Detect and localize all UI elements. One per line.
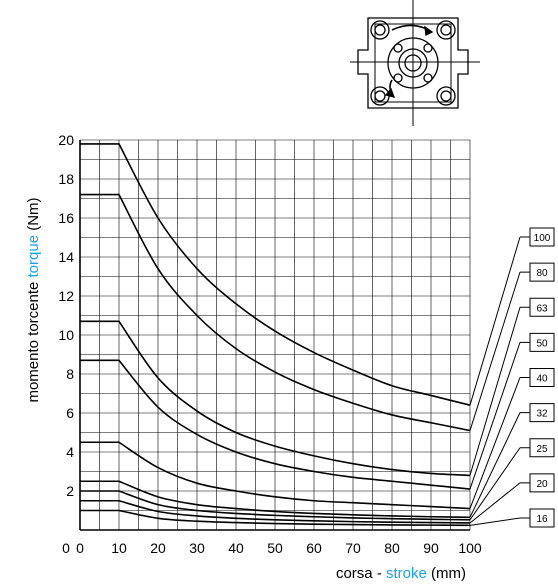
series-line-80 <box>80 193 471 432</box>
x-tick-label: 40 <box>228 540 244 556</box>
origin-tick-label: 0 <box>62 540 70 556</box>
bore-label-32: 32 <box>536 409 548 420</box>
x-tick-label: 90 <box>423 540 439 556</box>
x-tick-label: 80 <box>384 540 400 556</box>
x-tick-label: 50 <box>267 540 283 556</box>
bore-label-box-25 <box>529 438 555 458</box>
leader-line-100 <box>469 236 521 406</box>
series-line-50 <box>80 359 471 490</box>
x-tick-label: 0 <box>76 540 84 556</box>
leader-line-80 <box>469 271 521 431</box>
leader-line-63 <box>469 307 521 476</box>
y-axis-label: momento torcente torque (Nm) <box>25 197 42 402</box>
series-line-63 <box>80 320 471 477</box>
series-line-40 <box>80 441 471 510</box>
bore-label-40: 40 <box>536 374 548 385</box>
y-tick-label: 2 <box>66 483 74 499</box>
y-tick-label: 16 <box>58 210 74 226</box>
y-tick-label: 4 <box>66 444 74 460</box>
series-line-100 <box>80 143 471 406</box>
chart-grid <box>79 139 471 531</box>
bore-label-16: 16 <box>536 514 548 525</box>
y-tick-label: 20 <box>58 132 74 148</box>
x-tick-label: 20 <box>150 540 166 556</box>
leader-line-32 <box>469 412 521 518</box>
y-tick-label: 8 <box>66 366 74 382</box>
series-line-32 <box>80 480 471 519</box>
bore-label-box-100 <box>529 227 555 247</box>
bore-label-box-50 <box>529 332 555 352</box>
bore-label-63: 63 <box>536 303 548 314</box>
leader-line-50 <box>469 342 521 490</box>
y-tick-label: 10 <box>58 327 74 343</box>
x-tick-label: 70 <box>345 540 361 556</box>
x-tick-label: 60 <box>306 540 322 556</box>
bore-label-box-40 <box>529 368 555 387</box>
bore-label-box-20 <box>529 473 555 493</box>
series-line-20 <box>80 499 471 524</box>
series-lines <box>80 143 471 527</box>
bore-label-box-16 <box>529 508 555 528</box>
bore-label-20: 20 <box>536 479 548 490</box>
leader-line-16 <box>469 517 521 526</box>
bore-label-50: 50 <box>536 338 548 349</box>
leader-line-25 <box>469 447 521 521</box>
chart-axes <box>79 140 470 531</box>
x-tick-label: 100 <box>458 540 482 556</box>
y-tick-label: 18 <box>58 171 74 187</box>
cylinder-flange-drawing-icon <box>350 0 480 126</box>
y-tick-label: 12 <box>58 288 74 304</box>
x-axis-label: corsa - stroke (mm) <box>336 565 466 582</box>
bore-label-box-63 <box>529 297 555 317</box>
bore-labels: 100 80 63 50 40 32 25 20 16 <box>469 227 555 528</box>
y-tick-label: 14 <box>58 249 74 265</box>
leader-line-40 <box>469 377 521 509</box>
bore-label-100: 100 <box>534 233 551 244</box>
series-line-16 <box>80 509 471 527</box>
x-tick-label: 30 <box>189 540 205 556</box>
x-tick-label: 10 <box>111 540 127 556</box>
y-tick-label: 6 <box>66 405 74 421</box>
bore-label-box-80 <box>529 262 555 282</box>
bore-label-80: 80 <box>536 268 548 279</box>
series-line-25 <box>80 490 471 521</box>
bore-label-box-32 <box>529 403 555 423</box>
tick-labels: 0 10 20 30 40 50 60 70 80 90 100 2 4 6 8 10 12 14 16 18 20 0 <box>58 132 481 556</box>
bore-label-25: 25 <box>536 444 548 455</box>
leader-line-20 <box>469 482 521 524</box>
